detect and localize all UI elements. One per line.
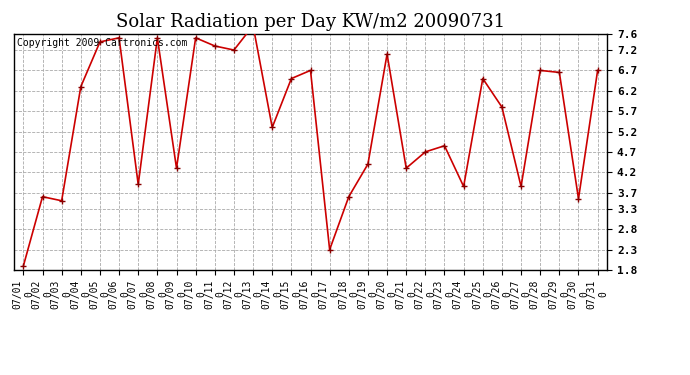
Title: Solar Radiation per Day KW/m2 20090731: Solar Radiation per Day KW/m2 20090731: [116, 13, 505, 31]
Text: Copyright 2009 Cartronics.com: Copyright 2009 Cartronics.com: [17, 39, 187, 48]
